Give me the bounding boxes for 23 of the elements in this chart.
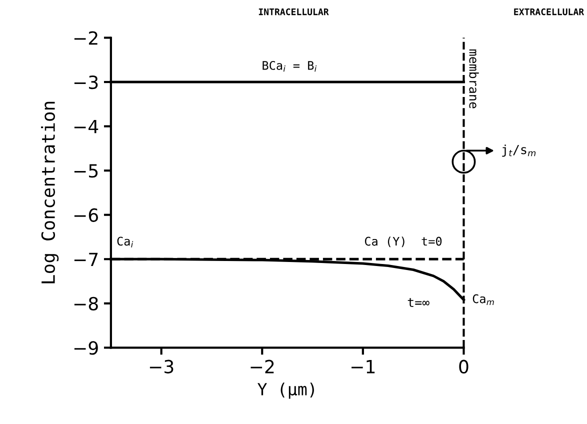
x-tick-label: −2 xyxy=(250,360,274,374)
x-tick-label: −3 xyxy=(150,360,174,374)
y-tick-label: −4 xyxy=(74,120,98,134)
annotation: Ca$_{m}$ xyxy=(472,294,494,305)
y-tick-label: −9 xyxy=(74,341,98,355)
y-axis-title: Log Concentration xyxy=(41,102,59,284)
x-tick-label: 0 xyxy=(459,360,468,374)
annotation: t=∞ xyxy=(408,298,430,307)
y-tick-label: −8 xyxy=(74,296,98,311)
annotation: Ca$_{i}$ xyxy=(117,236,134,248)
y-tick-label: −5 xyxy=(74,164,98,178)
text: j$_{t}$/s$_{m}$ xyxy=(502,144,536,157)
text: EXTRACELLULAR xyxy=(514,8,584,16)
text: INTRACELLULAR xyxy=(258,8,329,16)
y-tick-label: −3 xyxy=(74,75,98,90)
annotation: BCa$_{i}$ = B$_{i}$ xyxy=(262,60,317,72)
y-tick-label: −2 xyxy=(74,31,98,45)
annotation: Ca (Y) t=0 xyxy=(364,236,442,248)
x-tick-label: −1 xyxy=(352,360,375,374)
y-tick-label: −7 xyxy=(74,252,98,266)
ref-line-label: membrane xyxy=(469,49,479,108)
y-tick-label: −6 xyxy=(74,208,98,222)
x-axis-title: Y (μm) xyxy=(258,382,314,399)
